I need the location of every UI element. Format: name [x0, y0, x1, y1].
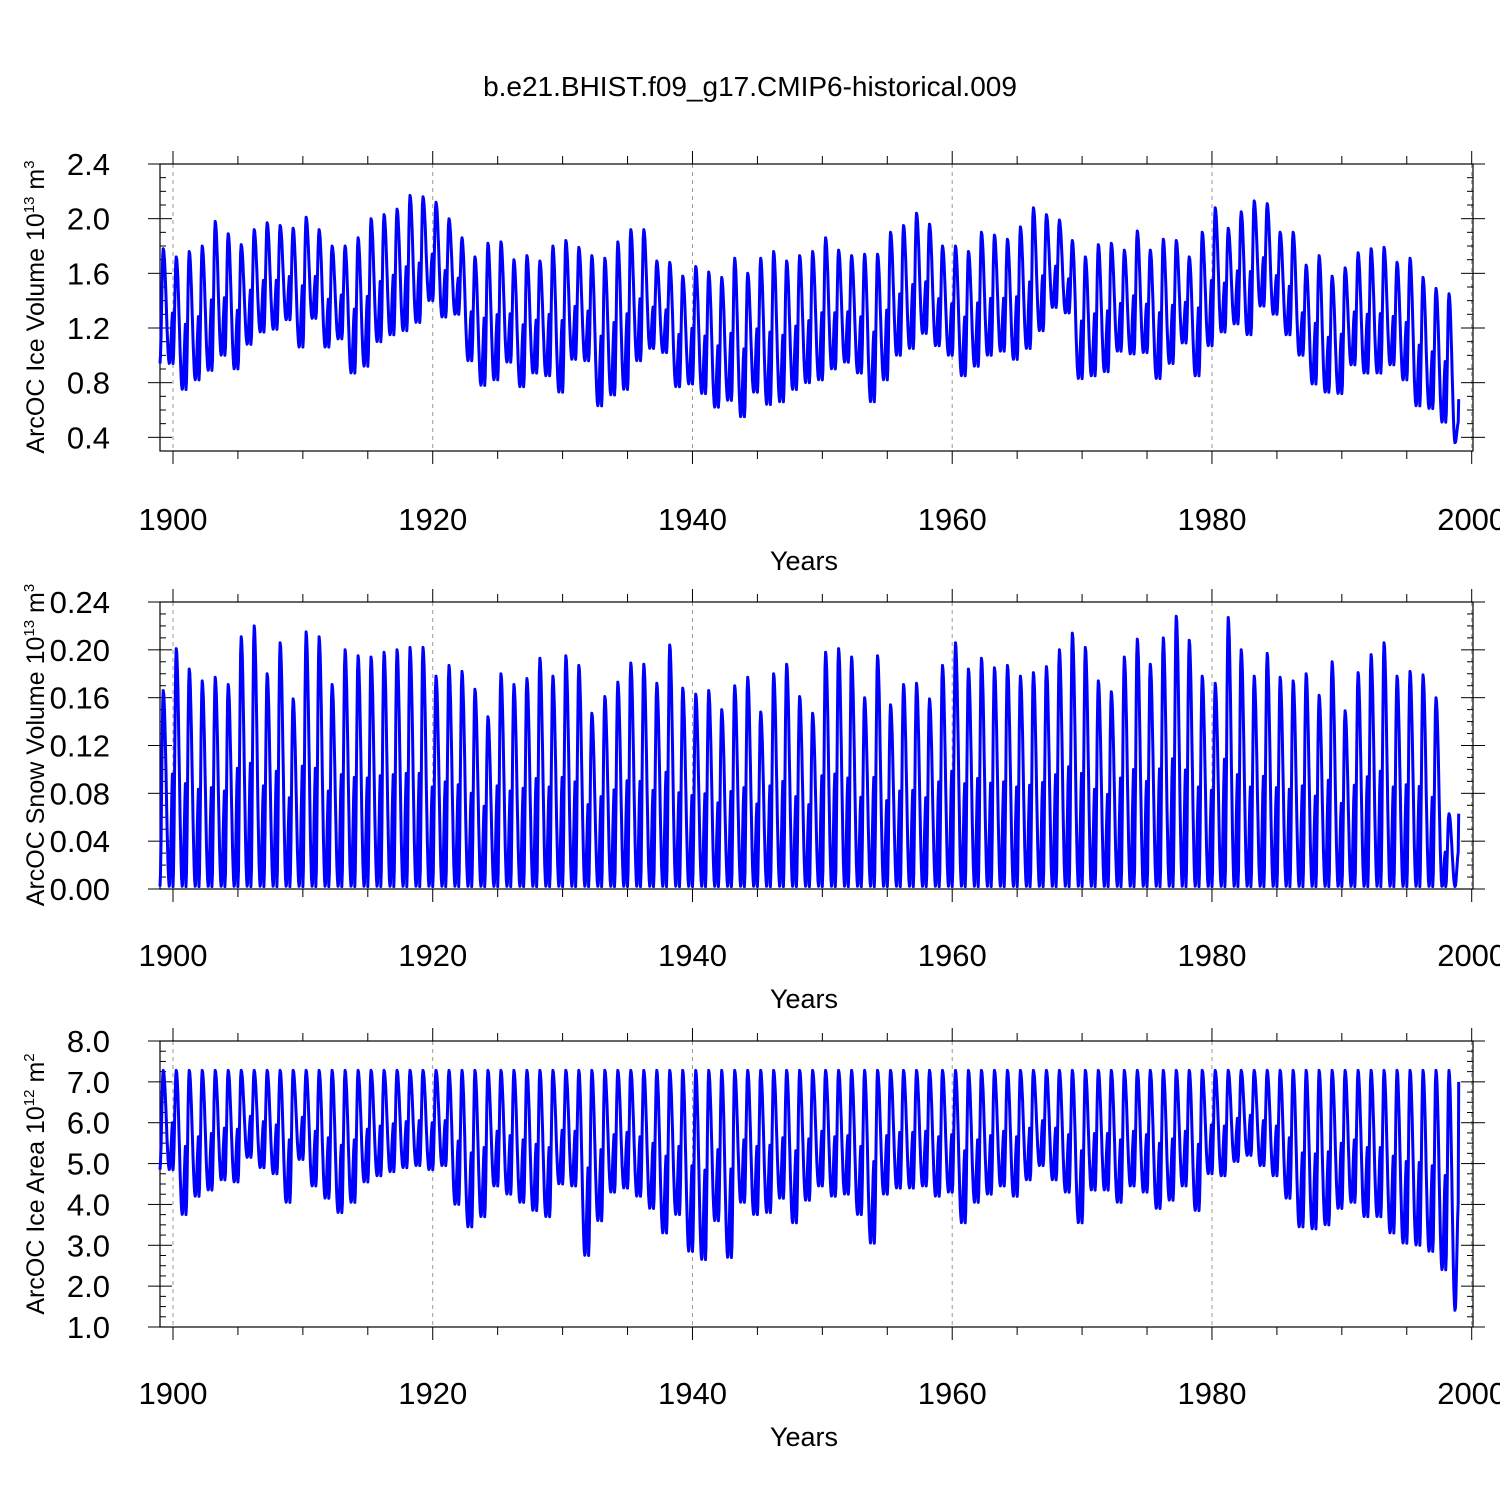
- x-tick-label: 1980: [1177, 938, 1246, 973]
- y-tick-label: 3.0: [67, 1228, 110, 1263]
- x-tick-label: 2000: [1437, 1376, 1500, 1411]
- y-axis-title-exponent: 13: [21, 620, 38, 637]
- x-tick-label: 1920: [398, 502, 467, 537]
- x-axis-title: Years: [770, 546, 838, 576]
- y-tick-label: 6.0: [67, 1106, 110, 1141]
- x-tick-label: 1900: [139, 1376, 208, 1411]
- x-tick-label: 1900: [139, 502, 208, 537]
- x-tick-label: 1980: [1177, 1376, 1246, 1411]
- y-axis-title-unit: m: [22, 169, 50, 197]
- y-tick-label: 0.04: [50, 824, 110, 859]
- y-axis-title-unit-exponent: 3: [21, 584, 38, 592]
- y-axis-title-main: ArcOC Ice Area 10: [22, 1106, 50, 1314]
- y-axis-title: ArcOC Ice Area 1012 m2: [21, 1053, 50, 1314]
- y-tick-label: 1.2: [67, 311, 110, 346]
- x-tick-label: 1960: [918, 938, 987, 973]
- y-axis-title-main: ArcOC Snow Volume 10: [22, 637, 50, 907]
- series-line: [158, 614, 1461, 889]
- y-tick-label: 4.0: [67, 1187, 110, 1222]
- plot-frame: [159, 163, 1474, 452]
- y-axis-title-unit-exponent: 3: [21, 160, 38, 168]
- y-tick-label: 0.12: [50, 729, 110, 764]
- panel-1: 0.4 0.8 1.2 1.6 2.0 2.4 1900 1920 1940 1960 1980 20…: [21, 147, 1500, 576]
- x-tick-label: 1940: [658, 938, 727, 973]
- series-line: [158, 1068, 1461, 1312]
- x-tick-label: 1900: [139, 938, 208, 973]
- y-tick-label: 0.08: [50, 776, 110, 811]
- x-tick-label: 1920: [398, 1376, 467, 1411]
- y-axis-title-main: ArcOC Ice Volume 10: [22, 213, 50, 453]
- chart-title: b.e21.BHIST.f09_g17.CMIP6-historical.009: [483, 71, 1017, 102]
- y-axis-title-unit: m: [22, 592, 50, 620]
- y-tick-label: 0.00: [50, 872, 110, 907]
- y-tick-label: 2.0: [67, 202, 110, 237]
- y-tick-label: 0.4: [67, 420, 110, 455]
- y-axis-title: ArcOC Snow Volume 1013 m3: [21, 584, 50, 906]
- x-tick-label: 1960: [918, 1376, 987, 1411]
- y-axis-title-unit: m: [22, 1062, 50, 1090]
- y-axis-title: ArcOC Ice Volume 1013 m3: [21, 160, 50, 453]
- x-tick-label: 1920: [398, 938, 467, 973]
- x-axis-title: Years: [770, 1422, 838, 1452]
- x-tick-label: 2000: [1437, 938, 1500, 973]
- y-axis-title-exponent: 13: [21, 197, 38, 214]
- series-line: [158, 193, 1461, 445]
- x-tick-label: 2000: [1437, 502, 1500, 537]
- y-tick-label: 0.16: [50, 681, 110, 716]
- y-tick-label: 1.6: [67, 256, 110, 291]
- y-tick-label: 7.0: [67, 1065, 110, 1100]
- y-tick-label: 0.8: [67, 366, 110, 401]
- x-tick-label: 1940: [658, 1376, 727, 1411]
- y-tick-label: 0.20: [50, 633, 110, 668]
- panel-3: 1.0 2.0 3.0 4.0 5.0 6.0 7.0 8.0 1900 1920 1940 1960…: [21, 1024, 1500, 1452]
- y-tick-label: 1.0: [67, 1310, 110, 1345]
- x-axis-title: Years: [770, 984, 838, 1014]
- y-axis-title-exponent: 12: [21, 1090, 38, 1107]
- y-tick-label: 8.0: [67, 1024, 110, 1059]
- y-axis-title-unit-exponent: 2: [21, 1053, 38, 1061]
- x-tick-label: 1980: [1177, 502, 1246, 537]
- y-tick-label: 5.0: [67, 1147, 110, 1182]
- y-tick-label: 2.4: [67, 147, 110, 182]
- panel-2: 0.00 0.04 0.08 0.12 0.16 0.20 0.24 1900 1920 1940…: [21, 584, 1500, 1014]
- y-tick-label: 0.24: [50, 585, 110, 620]
- x-tick-label: 1940: [658, 502, 727, 537]
- x-tick-label: 1960: [918, 502, 987, 537]
- y-tick-label: 2.0: [67, 1269, 110, 1304]
